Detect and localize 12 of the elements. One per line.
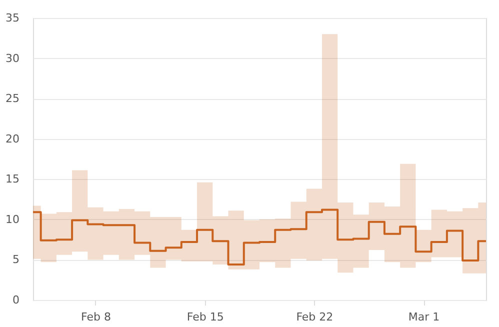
y-tick-label: 35 <box>6 12 20 24</box>
y-tick-label: 30 <box>6 52 20 65</box>
x-tick-label: Feb 15 <box>186 310 224 324</box>
y-tick-label: 0 <box>12 294 20 306</box>
x-tick-label: Feb 22 <box>296 310 334 324</box>
y-tick-label: 5 <box>12 253 20 266</box>
y-tick-label: 15 <box>6 172 20 186</box>
x-tick-label: Feb 8 <box>80 310 111 324</box>
y-tick-label: 10 <box>6 212 20 226</box>
y-tick-label: 20 <box>6 132 20 146</box>
y-tick-label: 25 <box>6 92 20 106</box>
x-tick-label: Mar 1 <box>408 310 440 324</box>
